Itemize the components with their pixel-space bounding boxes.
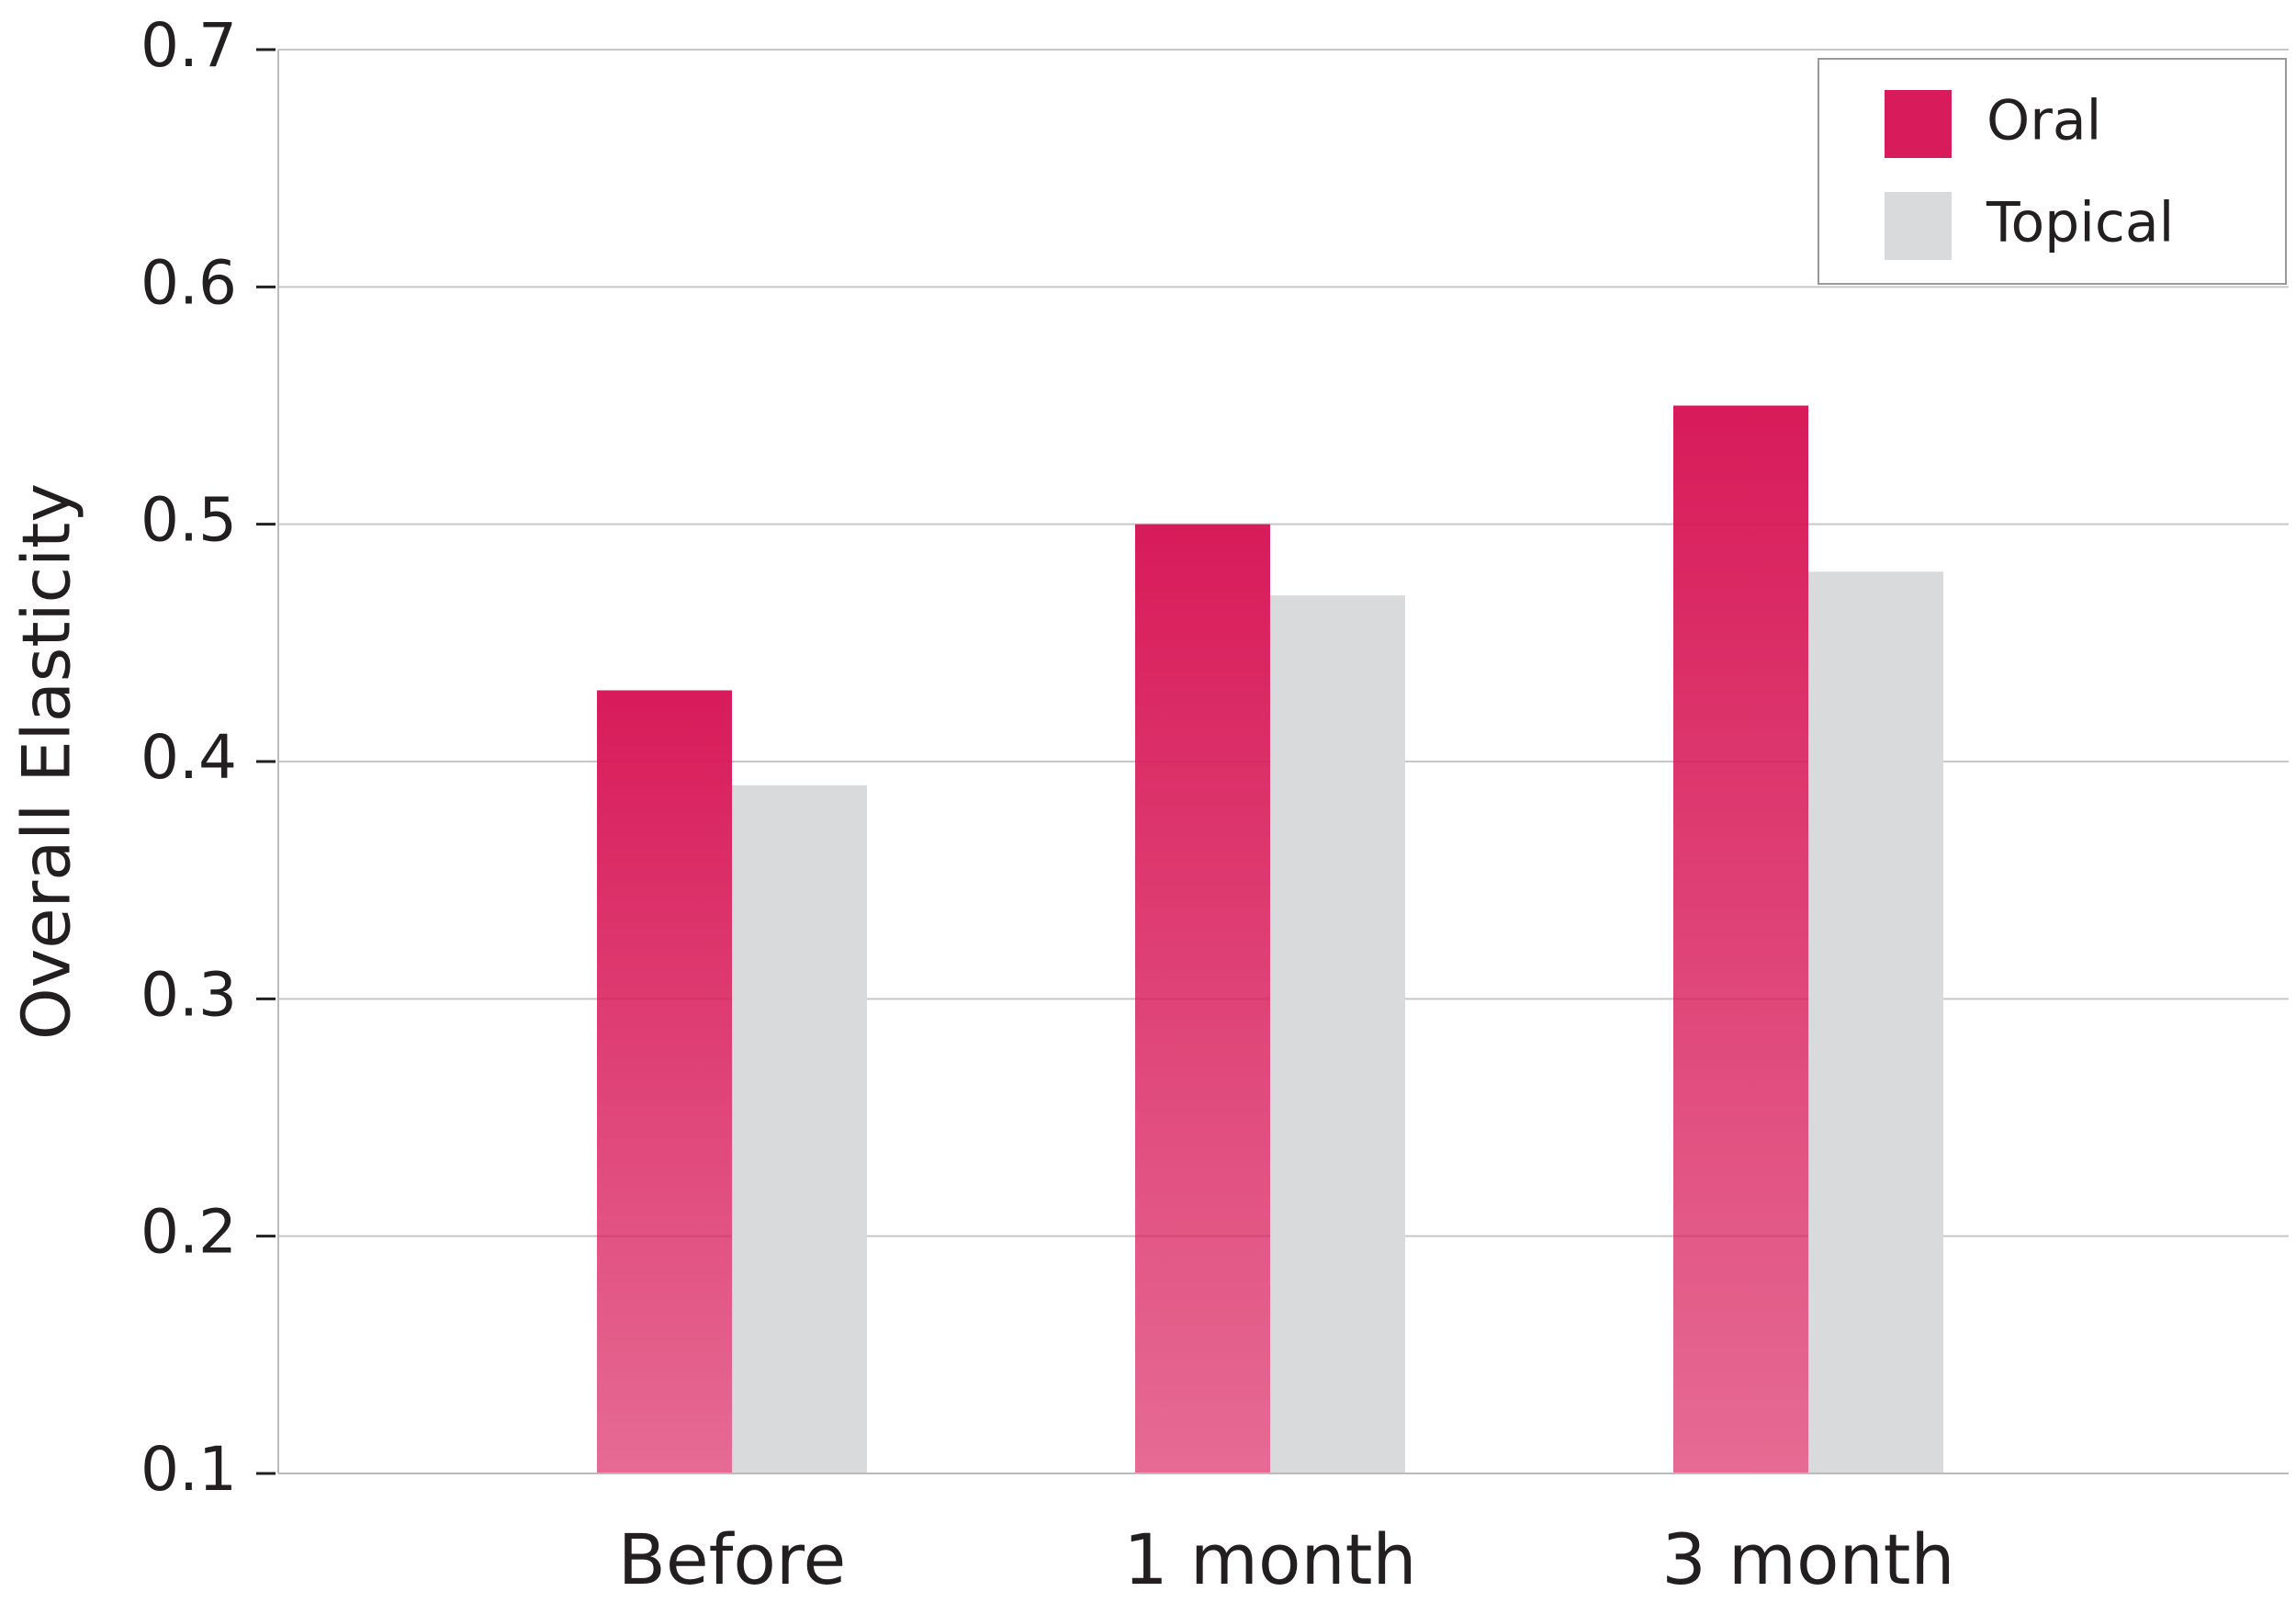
bar	[732, 784, 867, 1473]
legend-label: Topical	[1986, 191, 2174, 255]
y-tick-label: 0.7	[141, 10, 237, 81]
y-tick-label: 0.4	[141, 722, 237, 793]
bar	[1270, 595, 1405, 1473]
legend-label: Oral	[1986, 89, 2101, 153]
x-tick-label: Before	[618, 1518, 846, 1600]
bar	[597, 690, 732, 1473]
y-tick-label: 0.3	[141, 959, 237, 1030]
bar	[1808, 571, 1943, 1473]
y-tick-label: 0.6	[141, 247, 237, 318]
x-tick-label: 3 month	[1661, 1518, 1954, 1600]
legend-swatch	[1885, 90, 1952, 158]
x-tick-label: 1 month	[1123, 1518, 1416, 1600]
y-tick-label: 0.1	[141, 1434, 237, 1505]
y-tick-label: 0.5	[141, 485, 237, 556]
y-tick-label: 0.2	[141, 1197, 237, 1268]
legend-swatch	[1885, 192, 1952, 260]
bar	[1135, 524, 1270, 1473]
bar	[1673, 405, 1808, 1473]
y-axis-label: Overall Elasticity	[8, 483, 85, 1040]
